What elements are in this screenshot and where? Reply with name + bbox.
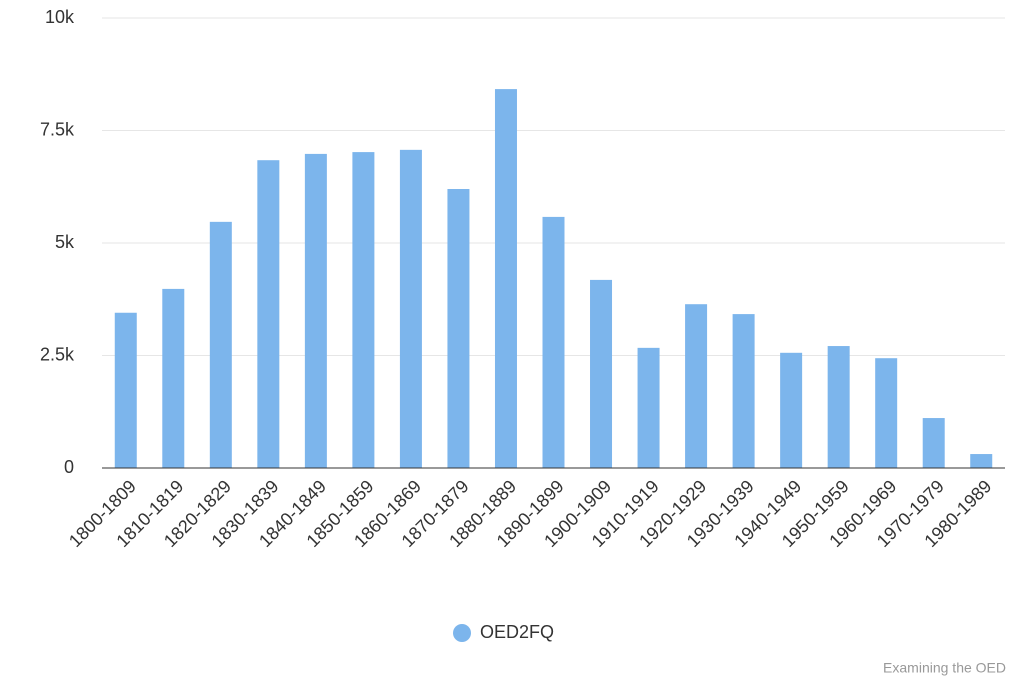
bar	[637, 347, 660, 468]
bar	[399, 149, 422, 468]
bar	[494, 89, 517, 468]
y-tick-label: 2.5k	[40, 344, 75, 364]
bar	[209, 221, 232, 468]
y-tick-label: 0	[64, 457, 74, 477]
bar	[542, 216, 565, 468]
y-tick-label: 7.5k	[40, 119, 75, 139]
bar	[780, 352, 803, 468]
y-tick-label: 10k	[45, 7, 75, 27]
bar	[304, 153, 327, 468]
credit: Examining the OED	[883, 660, 1006, 676]
bar	[352, 152, 375, 468]
bar	[970, 454, 993, 468]
bar	[447, 189, 470, 468]
y-tick-label: 5k	[55, 232, 75, 252]
bar	[590, 279, 613, 468]
bar	[922, 418, 945, 468]
legend-label: OED2FQ	[480, 622, 554, 642]
bar	[827, 346, 850, 468]
bar	[257, 160, 280, 468]
bar	[114, 312, 137, 468]
bar	[875, 358, 898, 468]
bar	[732, 314, 755, 468]
legend-marker	[453, 624, 471, 642]
bar	[685, 304, 708, 468]
bar	[162, 288, 185, 468]
